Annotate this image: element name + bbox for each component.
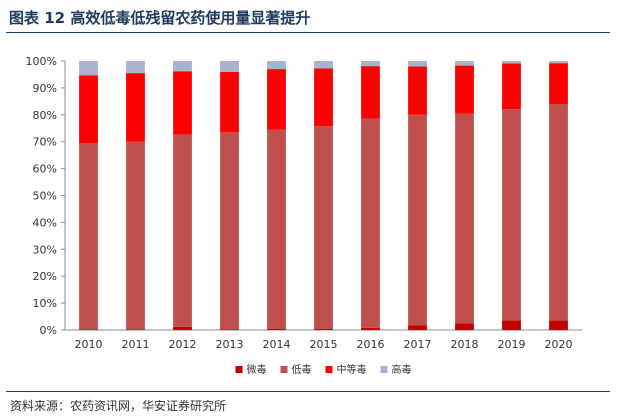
y-tick-label: 80% [33, 109, 57, 122]
bar-segment [126, 141, 145, 330]
bar-segment [549, 320, 568, 330]
x-tick-label: 2011 [122, 338, 150, 351]
bar-segment [220, 329, 239, 330]
legend-swatch [280, 366, 288, 373]
bar-segment [79, 75, 98, 144]
bar-segment [126, 73, 145, 142]
legend-label: 微毒 [247, 363, 267, 376]
x-tick-label: 2019 [498, 338, 526, 351]
bar-segment [173, 326, 192, 330]
bar-segment [455, 65, 474, 114]
bar-segment [361, 61, 380, 67]
bar-segment [267, 129, 286, 329]
bar-segment [79, 329, 98, 330]
y-tick-label: 0% [40, 324, 57, 337]
x-tick-label: 2016 [357, 338, 385, 351]
bar-segment [361, 327, 380, 330]
legend: 微毒 低毒 中等毒 高毒 [235, 363, 412, 376]
source-note: 资料来源：农药资讯网，华安证券研究所 [10, 399, 227, 413]
bar-segment [549, 63, 568, 105]
bar-segment [267, 328, 286, 330]
bar-segment [220, 71, 239, 133]
bar-segment [314, 328, 333, 330]
x-tick-label: 2020 [545, 338, 573, 351]
x-tick-label: 2017 [404, 338, 432, 351]
bar-segment [502, 109, 521, 321]
stacked-bar-chart: 0%10%20%30%40%50%60%70%80%90%100% 2010 20… [26, 55, 582, 376]
bar-segment [455, 113, 474, 324]
bar-segment [173, 134, 192, 327]
y-tick-label: 30% [33, 243, 57, 256]
bar-segment [455, 323, 474, 330]
legend-swatch [325, 366, 333, 373]
bar-segment [173, 61, 192, 72]
title-rule [6, 32, 610, 33]
bar-segment [314, 61, 333, 69]
figure-title: 图表 12 高效低毒低残留农药使用量显著提升 [9, 9, 311, 27]
bar-segment [549, 104, 568, 321]
bar-segment [408, 61, 427, 67]
bar-segment [502, 61, 521, 64]
legend-swatch [380, 366, 388, 373]
bar-segment [173, 71, 192, 135]
x-tick-label: 2018 [451, 338, 479, 351]
x-tick-label: 2015 [310, 338, 338, 351]
legend-label: 高毒 [392, 363, 412, 376]
bar-segment [408, 66, 427, 115]
bar-segment [267, 69, 286, 130]
bar-segment [314, 68, 333, 127]
x-tick-label: 2013 [216, 338, 244, 351]
legend-swatch [235, 366, 243, 373]
y-tick-label: 60% [33, 163, 57, 176]
bar-segment [220, 61, 239, 72]
y-axis: 0% 10% 20% 30% 40% 50% 60% 70% 80% 90% 100% [26, 55, 66, 337]
y-tick-label: 50% [33, 190, 57, 203]
legend-label: 低毒 [292, 363, 312, 376]
bar-segment [549, 61, 568, 64]
y-tick-label: 90% [33, 82, 57, 95]
bar-segment [408, 114, 427, 326]
source-rule [6, 391, 610, 392]
bar-segment [126, 61, 145, 74]
bar-segment [502, 63, 521, 110]
bar-segment [220, 132, 239, 330]
bar-segment [502, 320, 521, 330]
x-tick-label: 2012 [169, 338, 197, 351]
y-tick-label: 10% [33, 297, 57, 310]
y-tick-label: 100% [26, 55, 57, 68]
bar-segment [314, 126, 333, 329]
x-tick-label: 2010 [75, 338, 103, 351]
bar-segment [361, 118, 380, 328]
x-axis: 2010 2011 2012 2013 2014 2015 2016 2017 2018 2019… [65, 329, 582, 351]
legend-label: 中等毒 [337, 363, 367, 376]
bar-segment [79, 143, 98, 330]
x-tick-label: 2014 [263, 338, 291, 351]
y-tick-label: 40% [33, 216, 57, 229]
bar-segment [126, 329, 145, 330]
bar-segment [455, 61, 474, 66]
y-tick-label: 70% [33, 136, 57, 149]
bar-segment [361, 66, 380, 119]
y-tick-label: 20% [33, 270, 57, 283]
bars [79, 61, 568, 330]
bar-segment [79, 61, 98, 76]
bar-segment [408, 325, 427, 330]
bar-segment [267, 61, 286, 70]
